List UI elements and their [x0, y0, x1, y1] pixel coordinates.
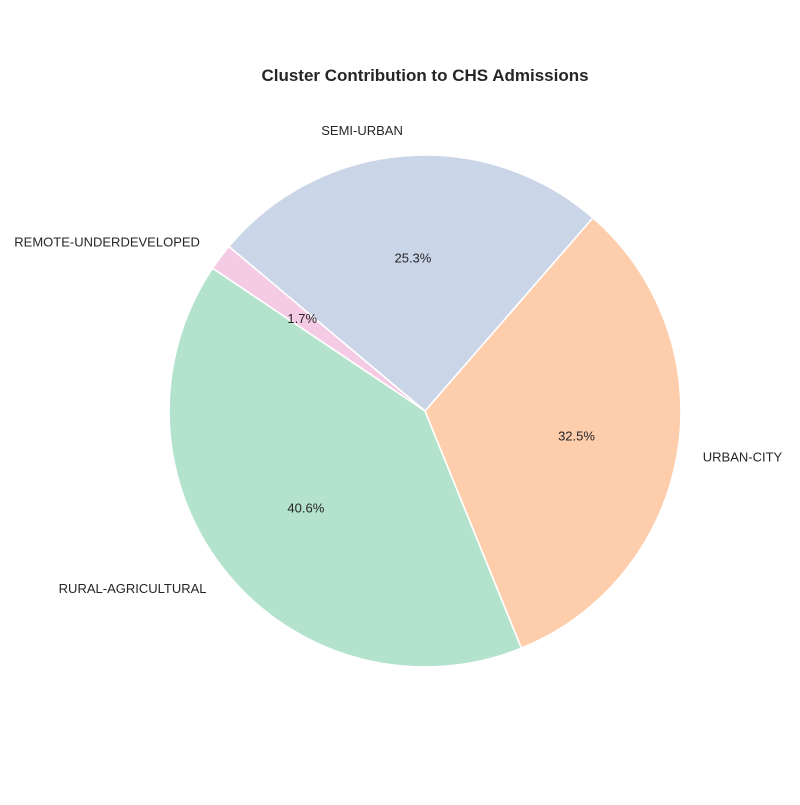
- pie-slice-urban-city: [424, 216, 682, 650]
- slice-percent-urban-city: 32.5%: [558, 429, 595, 444]
- chart-title: Cluster Contribution to CHS Admissions: [261, 66, 588, 85]
- pie-slice-semi-urban: [227, 154, 595, 413]
- pie-labels: REMOTE-UNDERDEVELOPED 1.7% RURAL-AGRICULTU…: [14, 123, 782, 596]
- slice-percent-semi-urban: 25.3%: [394, 250, 431, 265]
- pie-slice-rural-agricultural: [168, 267, 523, 668]
- slice-label-remote-underdeveloped: REMOTE-UNDERDEVELOPED: [14, 234, 200, 249]
- slice-label-rural-agricultural: RURAL-AGRICULTURAL: [59, 581, 207, 596]
- pie-slices: [168, 154, 682, 668]
- slice-label-urban-city: URBAN-CITY: [703, 450, 783, 465]
- slice-percent-rural-agricultural: 40.6%: [287, 500, 324, 515]
- slice-label-semi-urban: SEMI-URBAN: [321, 123, 403, 138]
- slice-percent-remote-underdeveloped: 1.7%: [287, 311, 317, 326]
